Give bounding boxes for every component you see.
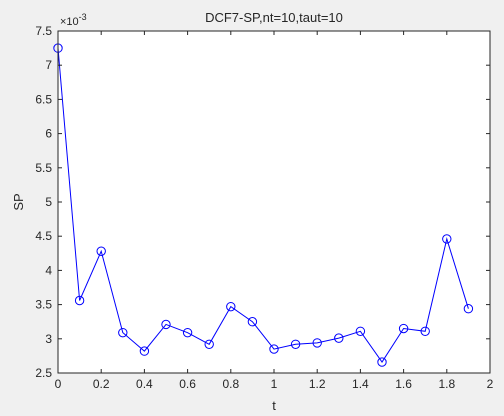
data-point [96,246,106,256]
x-tick-label: 1.2 [309,377,326,391]
y-tick-label: 3.5 [35,298,52,312]
data-point [204,339,214,349]
x-tick-label: 2 [487,377,494,391]
y-tick-label: 4.5 [35,229,52,243]
data-point [290,339,301,349]
data-point [269,344,279,354]
data-point [247,317,258,327]
data-point [377,357,387,367]
data-point [182,327,193,338]
exponent-power: -3 [79,12,87,22]
y-tick-label: 2.5 [35,366,52,380]
data-point [420,326,430,336]
data-point [442,234,452,244]
y-axis-label: SP [11,193,26,210]
x-tick-label: 0 [55,377,62,391]
x-tick-label: 0.8 [222,377,239,391]
y-tick-label: 6.5 [35,92,52,106]
data-point [334,333,344,343]
y-tick-label: 7 [45,58,52,72]
data-point [226,301,236,312]
data-point [355,326,366,336]
x-tick-label: 1.8 [438,377,455,391]
exponent-label: ×10-3 [60,12,87,28]
data-point [312,338,322,348]
tick-labels: 0 0.2 0.4 0.6 0.8 1 1.2 1.4 1.6 1.8 2 2.5 3 3.5 4 4.5 5 5… [35,24,493,391]
x-tick-label: 1 [271,377,278,391]
data-point [118,327,128,338]
y-tick-label: 6 [45,127,52,141]
x-tick-label: 1.6 [395,377,412,391]
exponent-base: ×10 [60,16,79,28]
axes [57,30,491,374]
data-point [398,323,409,334]
axes-background [58,31,490,373]
data-point [161,319,171,330]
y-tick-label: 5 [45,195,52,209]
x-tick-label: 0.6 [179,377,196,391]
chart-title: DCF7-SP,nt=10,taut=10 [205,10,343,25]
x-tick-label: 0.4 [136,377,153,391]
y-tick-label: 5.5 [35,161,52,175]
series-line [57,48,469,363]
y-tick-label: 4 [45,263,52,277]
chart-marks [53,43,474,367]
x-tick-label: 1.4 [352,377,369,391]
x-axis-label: t [272,398,276,413]
x-tick-label: 0.2 [93,377,110,391]
y-tick-label: 7.5 [35,24,52,38]
data-point [139,346,150,356]
data-point [463,304,474,314]
data-point [74,295,85,306]
y-tick-label: 3 [45,332,52,346]
